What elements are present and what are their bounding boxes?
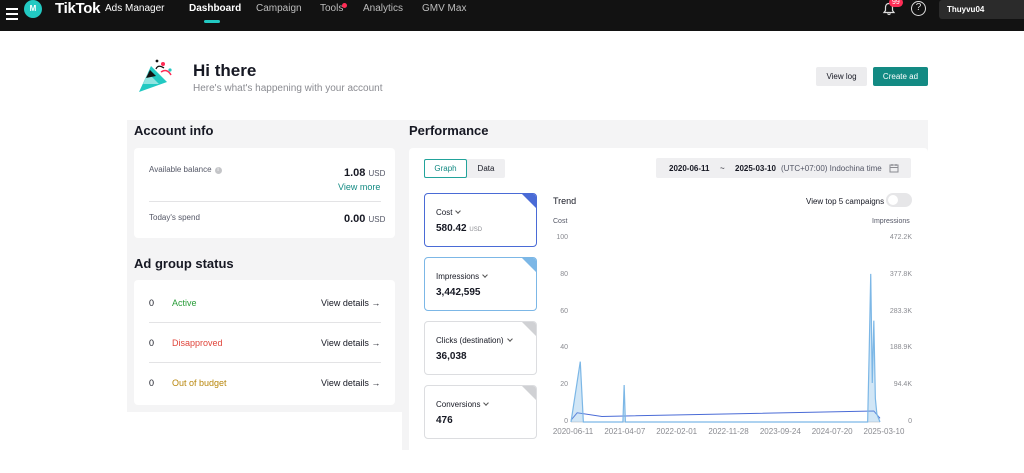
metric-value: 3,442,595: [436, 287, 481, 298]
todays-spend-value: 0.00 USD: [344, 213, 386, 225]
x-tick-label: 2020-06-11: [552, 427, 594, 436]
metric-card-conversions[interactable]: Conversions 476: [424, 385, 537, 439]
metric-unselected-corner: [522, 386, 536, 400]
chevron-down-icon: [483, 400, 490, 406]
date-range-picker[interactable]: 2020-06-11 ~ 2025-03-10 (UTC+07:00) Indo…: [656, 158, 911, 178]
active-status-label: Active: [172, 298, 197, 308]
y-tick-label-right: 188.9K: [889, 344, 912, 352]
disapproved-view-details-link[interactable]: View details →: [321, 338, 381, 348]
y-tick-label-right: 472.2K: [889, 234, 912, 241]
metric-value: 476: [436, 415, 453, 426]
y-tick-label-right: 94.4K: [893, 381, 912, 389]
date-start: 2020-06-11: [669, 164, 710, 173]
x-tick-label: 2022-02-01: [656, 427, 698, 436]
ad-group-status-title: Ad group status: [134, 256, 234, 271]
greeting-title: Hi there: [193, 61, 257, 80]
performance-title: Performance: [409, 123, 489, 138]
hamburger-menu-icon[interactable]: [6, 8, 18, 20]
info-icon[interactable]: i: [214, 167, 222, 174]
top5-campaigns-label: View top 5 campaigns: [806, 197, 885, 206]
x-tick-label: 2024-07-20: [811, 427, 853, 436]
y-tick-label-left: 0: [564, 418, 568, 425]
y-tick-label-left: 60: [560, 307, 568, 315]
tab-data[interactable]: Data: [477, 164, 495, 173]
out-of-budget-status-label: Out of budget: [172, 378, 227, 388]
y-axis-title-left: Cost: [553, 218, 568, 225]
x-tick-label: 2021-04-07: [604, 427, 646, 436]
metric-value: 580.42 USD: [436, 223, 483, 234]
out-of-budget-count: 0: [149, 378, 155, 388]
ad-group-divider: [149, 362, 381, 363]
top-nav-bar: M TikTok Ads Manager Dashboard Campaign …: [0, 0, 1024, 31]
x-tick-label: 2023-09-24: [759, 427, 801, 436]
disapproved-count: 0: [149, 338, 155, 348]
metric-unselected-corner: [522, 322, 536, 336]
nav-analytics[interactable]: Analytics: [363, 3, 404, 14]
metric-selected-corner: [522, 194, 536, 208]
active-count: 0: [149, 298, 155, 308]
ads-manager-label: Ads Manager: [105, 3, 165, 14]
y-tick-label-left: 20: [560, 381, 568, 389]
account-logo-badge: M: [24, 0, 42, 18]
metric-name: Cost: [436, 208, 462, 217]
x-tick-label: 2022-11-28: [708, 427, 749, 436]
y-tick-label-right: 283.3K: [889, 307, 912, 315]
timezone-label: (UTC+07:00) Indochina time: [781, 164, 882, 173]
notification-count-badge: 99: [889, 0, 903, 7]
metric-card-clicks[interactable]: Clicks (destination) 36,038: [424, 321, 537, 375]
view-more-link[interactable]: View more: [338, 182, 381, 192]
chevron-down-icon: [506, 336, 513, 342]
tab-graph[interactable]: Graph: [424, 159, 467, 178]
party-popper-icon: [139, 59, 172, 92]
account-info-title: Account info: [134, 123, 214, 138]
nav-gmv-max[interactable]: GMV Max: [422, 3, 467, 14]
chevron-down-icon: [455, 208, 462, 214]
y-tick-label-left: 100: [556, 234, 568, 241]
disapproved-status-label: Disapproved: [172, 338, 223, 348]
y-tick-label-right: 0: [908, 418, 912, 425]
y-tick-label-right: 377.8K: [889, 270, 912, 278]
x-tick-label: 2025-03-10: [863, 427, 905, 436]
date-separator: ~: [720, 164, 725, 173]
create-ad-button[interactable]: Create ad: [873, 67, 928, 86]
tiktok-logo[interactable]: TikTok: [55, 0, 101, 17]
nav-tools[interactable]: Tools: [320, 3, 344, 14]
y-tick-label-left: 40: [560, 344, 568, 352]
date-end: 2025-03-10: [735, 164, 776, 173]
metric-name: Impressions: [436, 272, 488, 281]
tools-notification-dot: [342, 3, 347, 8]
out-of-budget-view-details-link[interactable]: View details →: [321, 378, 381, 388]
ad-group-status-card: [134, 280, 395, 405]
calendar-icon: [889, 164, 899, 173]
account-info-divider: [149, 201, 381, 202]
nav-campaign[interactable]: Campaign: [256, 3, 302, 14]
account-switcher[interactable]: Thuyvu04: [939, 0, 1024, 19]
metric-name: Clicks (destination): [436, 336, 513, 345]
metric-name: Conversions: [436, 400, 490, 409]
nav-dashboard[interactable]: Dashboard: [189, 3, 242, 14]
y-tick-label-left: 80: [560, 270, 568, 278]
active-view-details-link[interactable]: View details →: [321, 298, 381, 308]
nav-active-indicator: [204, 20, 220, 23]
available-balance-label: Available balance i: [149, 165, 222, 174]
available-balance-value: 1.08 USD: [344, 167, 386, 179]
metric-card-cost[interactable]: Cost 580.42 USD: [424, 193, 537, 247]
view-log-button[interactable]: View log: [816, 67, 867, 86]
account-info-card: [134, 148, 395, 238]
trend-chart-title: Trend: [553, 196, 577, 206]
top5-campaigns-toggle[interactable]: [886, 193, 912, 207]
greeting-subtitle: Here's what's happening with your accoun…: [193, 83, 383, 94]
ad-group-divider: [149, 322, 381, 323]
metric-selected-corner: [522, 258, 536, 272]
metric-value: 36,038: [436, 351, 467, 362]
help-icon[interactable]: ?: [911, 1, 926, 16]
toggle-knob: [888, 195, 898, 205]
y-axis-title-right: Impressions: [872, 218, 910, 225]
chevron-down-icon: [482, 272, 488, 278]
todays-spend-label: Today's spend: [149, 213, 200, 222]
metric-card-impressions[interactable]: Impressions 3,442,595: [424, 257, 537, 311]
